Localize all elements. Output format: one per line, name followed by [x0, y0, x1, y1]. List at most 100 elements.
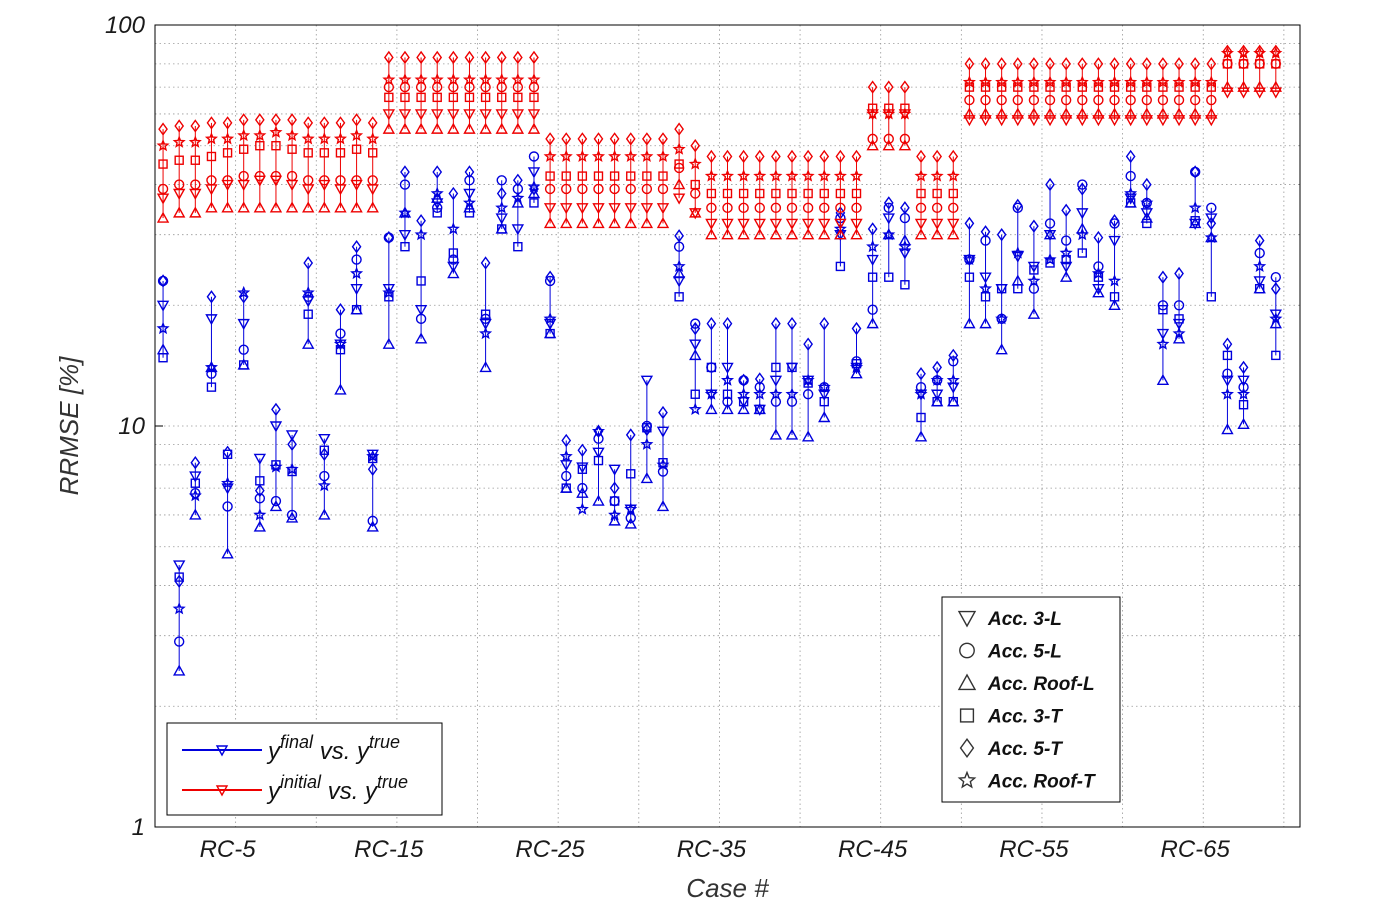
case-40-triangle-up-marker: [785, 228, 799, 240]
legend-initial-marker: [215, 785, 229, 797]
case-45-diamond-marker: [867, 80, 878, 94]
case-11-triangle-down-marker: [318, 433, 331, 446]
case-27-circle-marker: [577, 183, 588, 195]
case-29-star-marker: [608, 508, 622, 521]
case-57-diamond-marker: [1061, 203, 1072, 218]
case-31-star-marker: [640, 437, 654, 450]
case-13-square-marker: [351, 304, 362, 315]
case-61-triangle-down-marker: [1124, 115, 1137, 127]
case-22-star-marker: [495, 200, 509, 214]
case-32-triangle-up-marker: [656, 500, 670, 512]
case-27-star-marker: [575, 149, 589, 163]
case-34-triangle-up-marker: [689, 206, 702, 218]
case-28-square-marker: [593, 455, 604, 466]
case-49-diamond-marker: [932, 149, 943, 164]
case-20-diamond-marker: [464, 50, 475, 65]
case-6-triangle-down-marker: [237, 318, 250, 331]
marker-legend-label: Acc. 5-L: [987, 642, 1062, 663]
case-48-circle-marker: [915, 202, 927, 214]
case-42-diamond-marker: [819, 316, 830, 331]
case-66-triangle-up-marker: [1205, 107, 1218, 119]
case-21-triangle-down-marker: [479, 318, 492, 331]
case-1-circle-marker: [157, 183, 169, 195]
case-36-circle-marker: [722, 202, 733, 214]
case-25-diamond-marker: [545, 132, 555, 146]
case-44-diamond-marker: [851, 321, 862, 336]
case-19-triangle-up-marker: [447, 267, 460, 279]
case-21-star-marker: [479, 326, 493, 340]
case-5-circle-marker: [222, 501, 233, 512]
case-46-diamond-marker: [883, 80, 894, 94]
case-55-square-marker: [1029, 82, 1039, 92]
case-43-square-marker: [835, 261, 846, 272]
case-57-triangle-up-marker: [1059, 270, 1073, 282]
case-13-square-marker: [351, 144, 362, 154]
case-44-triangle-down-marker: [850, 218, 863, 230]
case-16-triangle-down-marker: [398, 229, 412, 242]
case-5-triangle-down-marker: [221, 179, 234, 192]
case-54-triangle-up-marker: [1011, 107, 1024, 119]
case-11-square-marker: [319, 148, 330, 158]
case-28-square-marker: [593, 171, 604, 181]
case-45-circle-marker: [867, 304, 878, 315]
case-14-square-marker: [368, 453, 378, 464]
case-56-circle-marker: [1044, 94, 1056, 106]
case-8-star-marker: [269, 125, 283, 138]
case-19-square-marker: [448, 248, 459, 258]
case-25-circle-marker: [544, 183, 556, 195]
marker-legend-label: Acc. Roof-L: [987, 674, 1095, 695]
case-59-triangle-down-marker: [1092, 283, 1105, 296]
case-66-triangle-down-marker: [1205, 115, 1218, 127]
case-58-star-marker: [1075, 227, 1089, 241]
case-50-star-marker: [946, 373, 960, 386]
case-48-square-marker: [916, 412, 926, 423]
case-31-triangle-up-marker: [640, 471, 654, 484]
case-63-triangle-up-marker: [1156, 107, 1170, 119]
case-30-diamond-marker: [625, 132, 636, 146]
case-13-diamond-marker: [351, 239, 362, 254]
case-7-star-marker: [253, 128, 267, 142]
case-60-circle-marker: [1109, 94, 1120, 106]
case-41-star-marker: [801, 373, 815, 386]
case-67-triangle-down-marker: [1221, 375, 1234, 387]
case-52-square-marker: [980, 82, 991, 92]
case-41-circle-marker: [802, 202, 814, 214]
case-50-square-marker: [948, 396, 958, 407]
case-2-triangle-up-marker: [173, 664, 186, 676]
case-69-star-marker: [1253, 46, 1267, 59]
case-47-star-marker: [898, 239, 912, 253]
case-70-triangle-down-marker: [1269, 309, 1282, 321]
case-42-star-marker: [817, 380, 831, 393]
case-7-triangle-up-marker: [253, 520, 267, 532]
series-initial: [156, 44, 1283, 240]
case-67-triangle-down-marker: [1221, 87, 1234, 99]
case-8-triangle-up-marker: [269, 201, 283, 213]
case-6-square-marker: [238, 360, 249, 370]
case-63-diamond-marker: [1158, 270, 1168, 284]
marker-legend: Acc. 3-L Acc. 5-L Acc. Roof-L Acc. 3-T Acc. …: [941, 596, 1121, 803]
case-62-triangle-up-marker: [1140, 211, 1153, 223]
case-54-square-marker: [1013, 82, 1023, 92]
case-57-square-marker: [1061, 82, 1071, 92]
case-56-triangle-down-marker: [1043, 115, 1057, 127]
case-66-diamond-marker: [1206, 216, 1217, 231]
case-21-star-marker: [479, 72, 493, 86]
case-13-star-marker: [350, 266, 364, 280]
case-62-diamond-marker: [1141, 177, 1152, 192]
x-tick-label: RC-25: [515, 836, 585, 863]
legend-triangle-down-icon: [957, 610, 977, 628]
case-33-diamond-marker: [674, 122, 684, 136]
case-8-triangle-up-marker: [269, 500, 283, 512]
case-25-square-marker: [545, 171, 555, 181]
case-69-diamond-marker: [1254, 233, 1265, 248]
case-21-diamond-marker: [480, 50, 491, 65]
case-53-diamond-marker: [996, 227, 1007, 242]
legend-final-label: yfinal vs. ytrue: [266, 732, 400, 765]
case-62-star-marker: [1140, 75, 1154, 88]
case-34-diamond-marker: [690, 321, 701, 336]
case-2-diamond-marker: [174, 119, 185, 133]
case-17-diamond-marker: [416, 214, 426, 228]
case-44-circle-marker: [851, 202, 862, 214]
case-9-star-marker: [285, 128, 299, 142]
case-52-star-marker: [978, 281, 993, 295]
